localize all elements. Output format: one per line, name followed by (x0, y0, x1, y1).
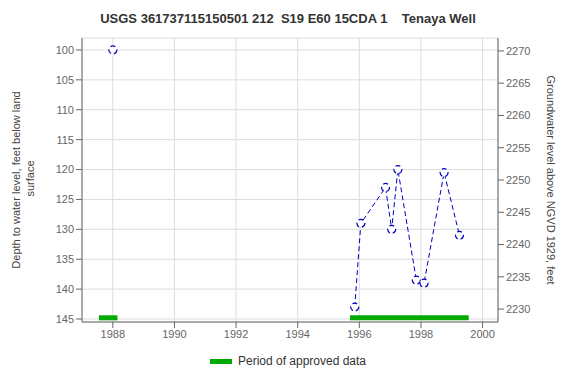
html-text:USGS 361737115150501 212 S19 E: USGS 361737115150501 212 S19 E60 15CDA 1… (100, 11, 476, 26)
svg-text:110: 110 (56, 104, 74, 116)
svg-text:105: 105 (56, 74, 74, 86)
svg-text:1988: 1988 (101, 328, 125, 340)
svg-text:1996: 1996 (347, 328, 371, 340)
svg-text:130: 130 (56, 223, 74, 235)
svg-text:1990: 1990 (162, 328, 186, 340)
svg-text:135: 135 (56, 253, 74, 265)
svg-text:2000: 2000 (470, 328, 494, 340)
svg-text:100: 100 (56, 44, 74, 56)
svg-text:145: 145 (56, 313, 74, 325)
svg-text:Groundwater level above NGVD 1: Groundwater level above NGVD 1929, feet (545, 75, 557, 284)
svg-text:2240: 2240 (506, 238, 530, 250)
svg-text:120: 120 (56, 163, 74, 175)
svg-text:125: 125 (56, 193, 74, 205)
svg-text:2230: 2230 (506, 303, 530, 315)
svg-text:1992: 1992 (224, 328, 248, 340)
svg-text:1994: 1994 (285, 328, 309, 340)
svg-text:2245: 2245 (506, 206, 530, 218)
svg-text:2255: 2255 (506, 142, 530, 154)
svg-text:1998: 1998 (409, 328, 433, 340)
svg-text:140: 140 (56, 283, 74, 295)
html-text:Period of approved data: Period of approved data (238, 354, 366, 368)
svg-text:Depth to water level, feet bel: Depth to water level, feet below land su… (10, 91, 35, 268)
svg-text:2250: 2250 (506, 174, 530, 186)
svg-text:115: 115 (56, 134, 74, 146)
svg-text:2260: 2260 (506, 109, 530, 121)
svg-text:2265: 2265 (506, 77, 530, 89)
svg-text:2235: 2235 (506, 271, 530, 283)
svg-text:2270: 2270 (506, 45, 530, 57)
